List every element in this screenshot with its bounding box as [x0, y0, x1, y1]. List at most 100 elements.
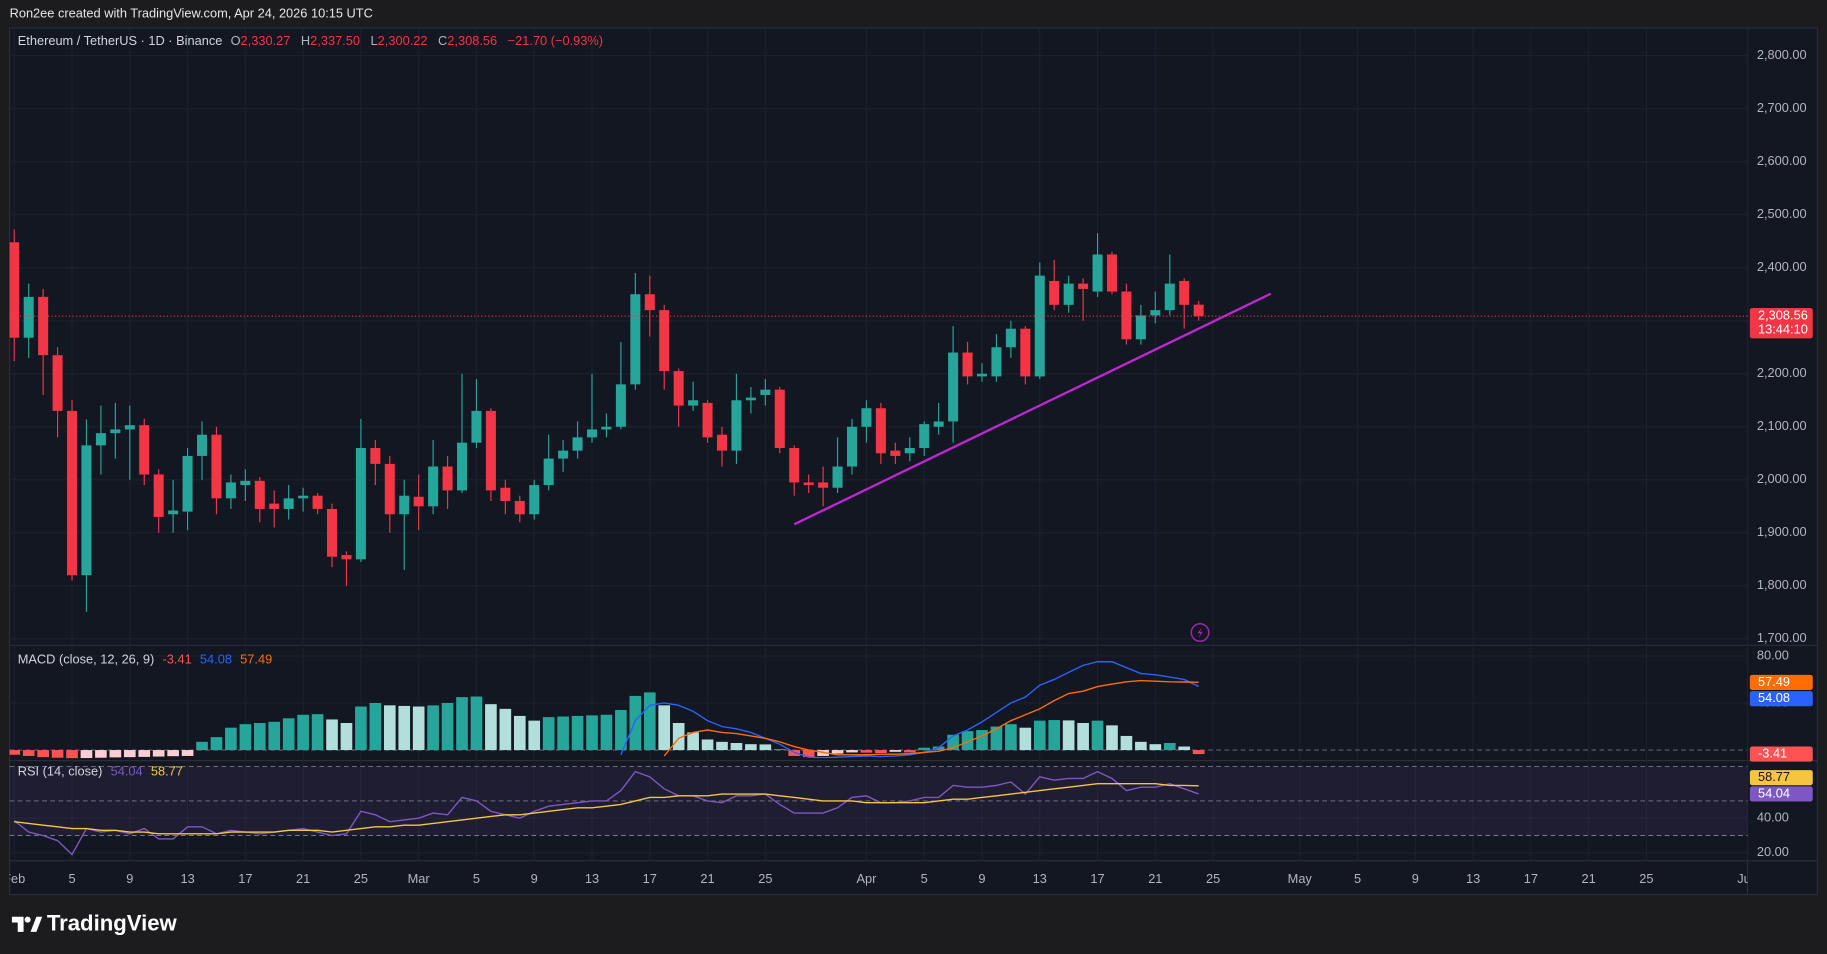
histogram-bar	[196, 741, 208, 751]
candle-body	[818, 482, 829, 488]
x-tick-label: 13	[1466, 871, 1480, 886]
x-tick-label: 5	[1354, 871, 1361, 886]
histogram-bar	[1048, 720, 1061, 751]
histogram-bar	[846, 750, 858, 753]
histogram-bar	[51, 750, 64, 758]
rsi-legend: RSI (14, close) 54.04 58.77	[18, 764, 183, 779]
histogram-bar	[80, 750, 93, 759]
y-tick-label: 2,700.00	[1757, 100, 1807, 115]
value-box	[1749, 746, 1813, 762]
histogram-bar	[1033, 720, 1046, 751]
value-box	[1749, 770, 1813, 786]
histogram-bar	[340, 722, 353, 751]
histogram-bar	[210, 737, 223, 751]
rsi-ma-line	[14, 783, 1199, 835]
histogram-bar	[903, 750, 916, 753]
x-tick-label: 25	[758, 871, 772, 886]
y-tick-label: 2,400.00	[1757, 259, 1807, 274]
histogram-bar	[947, 734, 959, 751]
candle-body	[789, 447, 800, 483]
x-tick-label: 9	[531, 871, 538, 886]
histogram-bar	[485, 704, 497, 751]
histogram-bar	[369, 702, 382, 751]
candle-body	[1020, 328, 1031, 377]
trendline[interactable]	[793, 292, 1272, 526]
legend-value: 54.08	[200, 652, 232, 667]
x-tick-label: 17	[238, 871, 252, 886]
macd-pane	[9, 661, 1748, 759]
candle-body	[688, 400, 699, 406]
candle-body	[254, 480, 265, 509]
histogram-bar	[398, 705, 411, 751]
y-tick-label: 2,100.00	[1757, 418, 1807, 433]
candle-body	[1121, 291, 1132, 340]
value-box	[1749, 674, 1813, 690]
y-tick-label: 1,900.00	[1757, 524, 1807, 539]
macd-legend: MACD (close, 12, 26, 9) -3.41 54.08 57.4…	[18, 652, 272, 667]
candle-body	[9, 242, 20, 338]
legend-key: H	[301, 33, 310, 48]
y-tick-label: 20.00	[1757, 844, 1789, 859]
candle-body	[442, 466, 453, 491]
histogram-bar	[918, 747, 931, 751]
histogram-bar	[167, 750, 179, 757]
alert-icon[interactable]	[1190, 623, 1210, 642]
x-tick-label: 25	[354, 871, 368, 886]
candle-body	[124, 425, 135, 430]
value-box-label: 58.77	[1758, 769, 1790, 784]
candle-body	[1106, 254, 1117, 292]
value-box-label: -3.41	[1758, 745, 1787, 760]
candle-body	[182, 455, 193, 512]
brand-logo	[11, 916, 43, 932]
candle-body	[153, 474, 164, 517]
y-tick-label: 2,000.00	[1757, 471, 1807, 486]
histogram-bar	[441, 702, 454, 751]
candle-body	[52, 355, 63, 411]
x-tick-label: 5	[68, 871, 75, 886]
histogram-bar	[557, 716, 569, 751]
candle-body	[1034, 275, 1045, 377]
histogram-bar	[802, 750, 815, 758]
last-price-label: 2,308.56	[1758, 308, 1808, 323]
histogram-bar	[658, 705, 671, 751]
candle-body	[630, 294, 641, 385]
candle-body	[991, 347, 1002, 377]
candle-body	[355, 447, 366, 560]
rsi-title: RSI (14, close)	[18, 764, 103, 779]
histogram-bar	[831, 750, 844, 754]
legend-value: 58.77	[151, 764, 183, 779]
legend-value: 2,330.27	[241, 33, 291, 48]
histogram-bar	[383, 705, 396, 751]
last-price-box	[1749, 308, 1813, 339]
x-tick-label: 9	[978, 871, 985, 886]
histogram-bar	[138, 750, 151, 757]
candle-body	[962, 352, 973, 377]
x-tick-label: 21	[1148, 871, 1162, 886]
candle-body	[673, 371, 684, 406]
candle-body	[500, 487, 511, 501]
legend-key: L	[371, 33, 378, 48]
candle-body	[586, 429, 598, 438]
histogram-bar	[961, 731, 974, 751]
legend-value: 54.04	[111, 764, 143, 779]
symbol: Ethereum / TetherUS · 1D · Binance	[18, 33, 223, 48]
candle-body	[399, 495, 410, 515]
histogram-bar	[889, 750, 902, 752]
chart-panel	[9, 27, 1818, 896]
candle-body	[1164, 283, 1175, 311]
histogram-bar	[1120, 735, 1133, 751]
candle-body	[1150, 310, 1161, 316]
histogram-bar	[181, 750, 194, 756]
legend-value: -3.41	[163, 652, 192, 667]
value-box-label: 54.04	[1758, 785, 1790, 800]
y-tick-label: 40.00	[1757, 810, 1789, 825]
candle-body	[846, 426, 858, 467]
y-tick-label: 2,600.00	[1757, 153, 1807, 168]
x-tick-label: 9	[1412, 871, 1419, 886]
candle-body	[875, 408, 886, 454]
candle-body	[283, 498, 294, 509]
histogram-bar	[759, 744, 772, 751]
candle-body	[1005, 328, 1016, 348]
y-tick-label: 80.00	[1757, 647, 1789, 662]
